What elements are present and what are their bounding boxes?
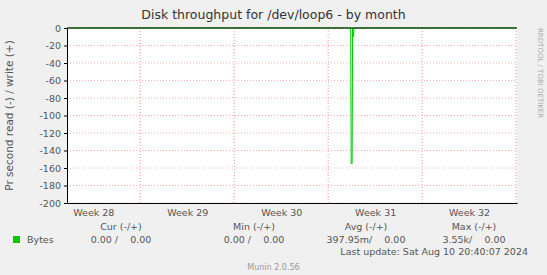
tick-label: -80: [45, 93, 61, 104]
tick-label: 0: [55, 23, 61, 34]
tick-label: Week 31: [355, 207, 396, 218]
tick-label: -140: [39, 145, 61, 156]
tick: -100: [39, 110, 67, 121]
tick-mark: [64, 203, 67, 204]
footer: Munin 2.0.56: [247, 263, 299, 272]
tick-label: -20: [45, 40, 61, 51]
tick-label: -120: [39, 128, 61, 139]
last-update: Last update: Sat Aug 10 20:40:07 2024: [340, 246, 528, 257]
tick: Week 29: [167, 203, 208, 218]
legend: Cur (-/+) Min (-/+) Avg (-/+) Max (-/+) Byte…: [13, 221, 506, 245]
zero-line: [67, 28, 517, 29]
x-axis: Week 28 Week 29 Week 30 Week 31 Week 32: [68, 203, 518, 218]
grid-line: [67, 203, 517, 204]
tick: -80: [45, 93, 67, 104]
tick-label: -200: [39, 198, 61, 209]
tick: -140: [39, 145, 67, 156]
tick-label: Week 29: [167, 207, 208, 218]
background: [0, 0, 547, 275]
y-axis: 0 -20 -40 -60 -80 -100 -120 -140 -160 -180 -200: [39, 23, 67, 209]
grid-line: [67, 133, 517, 134]
tick: Week 32: [449, 203, 490, 218]
grid-line: [67, 98, 517, 99]
legend-header: Min (-/+): [233, 221, 275, 232]
legend-value: 3.55k/ 0.00: [442, 234, 505, 245]
y-axis-title: Pr second read (-) / write (+): [3, 40, 15, 191]
tick-mark: [64, 151, 67, 152]
tick-mark: [64, 168, 67, 169]
grid-line: [67, 150, 517, 151]
tick: 0: [55, 23, 67, 34]
chart: Disk throughput for /dev/loop6 - by mont…: [0, 0, 547, 275]
grid-line: [67, 185, 517, 186]
tick: -120: [39, 128, 67, 139]
tick-label: -60: [45, 75, 61, 86]
grid-line: [67, 115, 517, 116]
tick-label: -160: [39, 163, 61, 174]
data-layer: [68, 28, 516, 164]
tick-label: Week 30: [261, 207, 302, 218]
side-note: RRDTOOL / TOBI OETIKER: [536, 28, 544, 118]
tick: -40: [45, 58, 67, 69]
series-line: [68, 28, 516, 164]
tick: -160: [39, 163, 67, 174]
grid: [67, 28, 517, 203]
grid-line: [140, 28, 141, 203]
grid-line: [67, 63, 517, 64]
tick-mark: [64, 186, 67, 187]
plot-area: [67, 28, 517, 203]
tick-mark: [64, 63, 67, 64]
legend-label: Bytes: [27, 234, 54, 245]
grid-line: [67, 28, 517, 29]
tick: -20: [45, 40, 67, 51]
tick-mark: [64, 133, 67, 134]
tick-label: Week 32: [449, 207, 490, 218]
tick-mark: [64, 98, 67, 99]
legend-swatch: [13, 236, 20, 243]
tick-mark: [64, 81, 67, 82]
tick: Week 28: [73, 203, 114, 218]
legend-header: Avg (-/+): [345, 221, 388, 232]
grid-line: [67, 45, 517, 46]
axis-line: [67, 29, 68, 204]
grid-line: [516, 28, 517, 203]
tick-label: -180: [39, 180, 61, 191]
tick: -200: [39, 198, 67, 209]
tick-mark: [64, 116, 67, 117]
tick-label: -40: [45, 58, 61, 69]
grid-line: [234, 28, 235, 203]
grid-line: [328, 28, 329, 203]
tick: -180: [39, 180, 67, 191]
grid-line: [67, 168, 517, 169]
tick-mark: [64, 46, 67, 47]
tick-label: Week 28: [73, 207, 114, 218]
tick-mark: [64, 28, 67, 29]
title: Disk throughput for /dev/loop6 - by mont…: [141, 7, 405, 22]
legend-value: 397.95m/ 0.00: [327, 234, 406, 245]
axis-line: [68, 203, 518, 204]
legend-header: Max (-/+): [452, 221, 497, 232]
legend-value: 0.00 / 0.00: [224, 234, 285, 245]
legend-value: 0.00 / 0.00: [91, 234, 152, 245]
legend-header: Cur (-/+): [100, 221, 142, 232]
grid-line: [422, 28, 423, 203]
tick: Week 30: [261, 203, 302, 218]
tick: -60: [45, 75, 67, 86]
tick: Week 31: [355, 203, 396, 218]
tick-label: -100: [39, 110, 61, 121]
grid-line: [67, 80, 517, 81]
